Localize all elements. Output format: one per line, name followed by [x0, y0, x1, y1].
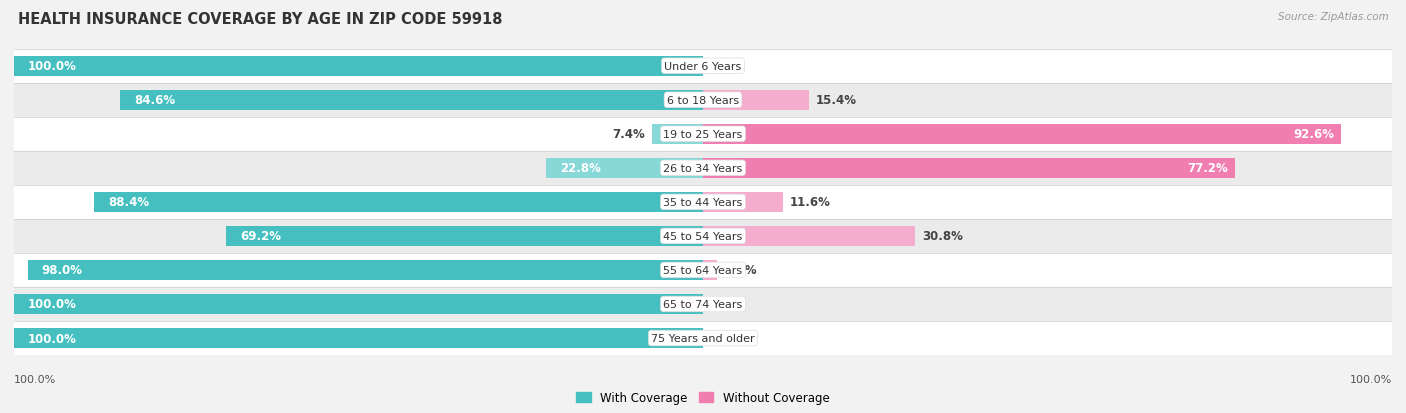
Text: Under 6 Years: Under 6 Years	[665, 62, 741, 71]
Bar	[14, 287, 1392, 321]
Text: 100.0%: 100.0%	[28, 298, 77, 311]
Text: 88.4%: 88.4%	[108, 196, 149, 209]
Text: 45 to 54 Years: 45 to 54 Years	[664, 231, 742, 241]
Text: 0.0%: 0.0%	[710, 332, 742, 345]
Bar	[14, 328, 703, 348]
Bar	[14, 83, 1392, 117]
Text: 19 to 25 Years: 19 to 25 Years	[664, 129, 742, 140]
Text: 15.4%: 15.4%	[815, 94, 858, 107]
Text: 77.2%: 77.2%	[1187, 162, 1227, 175]
Bar	[94, 192, 703, 212]
Bar	[14, 185, 1392, 219]
Text: 22.8%: 22.8%	[560, 162, 600, 175]
Text: 100.0%: 100.0%	[14, 374, 56, 384]
Bar	[14, 57, 703, 76]
Bar	[120, 90, 703, 110]
Text: 55 to 64 Years: 55 to 64 Years	[664, 265, 742, 275]
Text: Source: ZipAtlas.com: Source: ZipAtlas.com	[1278, 12, 1389, 22]
Bar	[14, 219, 1392, 253]
Bar	[14, 253, 1392, 287]
Bar	[546, 159, 703, 178]
Text: 100.0%: 100.0%	[1350, 374, 1392, 384]
Text: HEALTH INSURANCE COVERAGE BY AGE IN ZIP CODE 59918: HEALTH INSURANCE COVERAGE BY AGE IN ZIP …	[18, 12, 503, 27]
Text: 100.0%: 100.0%	[28, 60, 77, 73]
Text: 69.2%: 69.2%	[240, 230, 281, 243]
Text: 11.6%: 11.6%	[790, 196, 831, 209]
Bar	[14, 117, 1392, 152]
Bar	[28, 261, 703, 280]
Bar	[14, 294, 703, 314]
Text: 26 to 34 Years: 26 to 34 Years	[664, 164, 742, 173]
Legend: With Coverage, Without Coverage: With Coverage, Without Coverage	[576, 392, 830, 404]
Text: 0.0%: 0.0%	[710, 298, 742, 311]
Text: 2.0%: 2.0%	[724, 264, 756, 277]
Bar	[14, 321, 1392, 355]
Text: 65 to 74 Years: 65 to 74 Years	[664, 299, 742, 309]
Text: 35 to 44 Years: 35 to 44 Years	[664, 197, 742, 207]
Text: 7.4%: 7.4%	[613, 128, 645, 141]
Bar	[226, 226, 703, 246]
Text: 30.8%: 30.8%	[922, 230, 963, 243]
Bar	[14, 50, 1392, 83]
Bar	[703, 226, 915, 246]
Text: 6 to 18 Years: 6 to 18 Years	[666, 95, 740, 105]
Text: 98.0%: 98.0%	[42, 264, 83, 277]
Text: 92.6%: 92.6%	[1294, 128, 1334, 141]
Bar	[703, 159, 1234, 178]
Bar	[703, 261, 717, 280]
Bar	[703, 90, 808, 110]
Bar	[14, 152, 1392, 185]
Bar	[652, 125, 703, 144]
Text: 84.6%: 84.6%	[134, 94, 176, 107]
Bar	[703, 125, 1341, 144]
Text: 0.0%: 0.0%	[710, 60, 742, 73]
Text: 75 Years and older: 75 Years and older	[651, 333, 755, 343]
Text: 100.0%: 100.0%	[28, 332, 77, 345]
Bar	[703, 192, 783, 212]
